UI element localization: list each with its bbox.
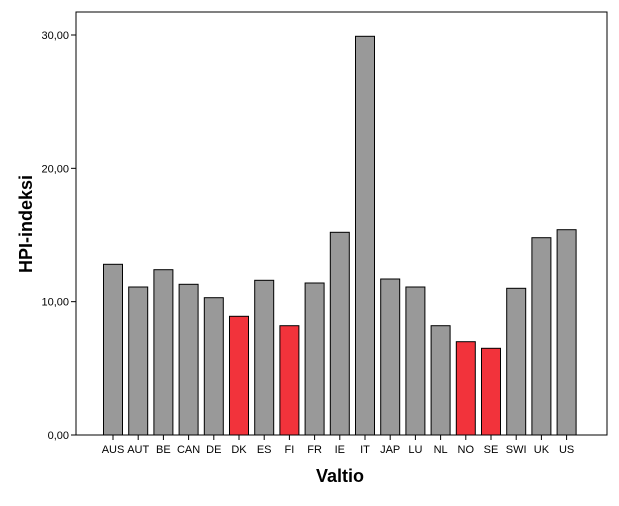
y-tick-label: 20,00 bbox=[41, 163, 69, 175]
bar-swi bbox=[506, 287, 527, 436]
bar-it bbox=[355, 35, 375, 436]
x-tick-label-nl: NL bbox=[434, 444, 448, 456]
y-axis-title: HPI-indeksi bbox=[16, 175, 36, 273]
y-tick-label: 0,00 bbox=[48, 430, 69, 442]
bar-es bbox=[254, 279, 275, 436]
bar-fr bbox=[304, 282, 325, 436]
x-axis: AUS AUT BE CAN DE DK ES FI FR IE IT JAP LU NL NO SE SWI U… bbox=[76, 434, 607, 456]
bar-ie bbox=[329, 231, 350, 436]
bar-jap bbox=[380, 278, 401, 436]
x-tick-label-ie: IE bbox=[335, 444, 345, 456]
x-tick-label-aut: AUT bbox=[127, 444, 149, 456]
x-tick-label-fi: FI bbox=[285, 444, 295, 456]
x-tick-label-jap: JAP bbox=[380, 444, 400, 456]
y-tick-label: 30,00 bbox=[41, 30, 69, 42]
bar-be bbox=[153, 269, 174, 436]
bar-aus bbox=[103, 263, 123, 436]
x-tick-label-dk: DK bbox=[231, 444, 247, 456]
x-tick-label-can: CAN bbox=[177, 444, 200, 456]
x-tick-label-uk: UK bbox=[534, 444, 550, 456]
x-tick-label-no: NO bbox=[458, 444, 475, 456]
x-tick-label-de: DE bbox=[206, 444, 221, 456]
bar-us bbox=[556, 229, 577, 436]
x-tick-label-it: IT bbox=[360, 444, 370, 456]
bar-nl bbox=[430, 325, 451, 436]
x-tick-label-us: US bbox=[559, 444, 574, 456]
x-tick-label-se: SE bbox=[484, 444, 499, 456]
x-tick-label-es: ES bbox=[257, 444, 272, 456]
x-tick-label-swi: SWI bbox=[506, 444, 527, 456]
bar-lu bbox=[405, 286, 426, 436]
x-tick-label-aus: AUS bbox=[102, 444, 125, 456]
bar-fi bbox=[279, 325, 300, 436]
x-axis-title: Valtio bbox=[316, 466, 364, 486]
bar-de bbox=[203, 297, 224, 436]
bar-can bbox=[178, 283, 199, 436]
y-tick-label: 10,00 bbox=[41, 297, 69, 309]
x-tick-label-fr: FR bbox=[307, 444, 322, 456]
x-tick-label-lu: LU bbox=[408, 444, 422, 456]
bar-dk bbox=[229, 315, 249, 436]
bar-aut bbox=[128, 286, 149, 436]
bar-uk bbox=[531, 237, 552, 436]
bar-se bbox=[481, 347, 501, 436]
x-tick-label-be: BE bbox=[156, 444, 171, 456]
bar-no bbox=[455, 341, 476, 436]
bars-group bbox=[103, 35, 577, 436]
y-axis: 0,00 10,00 20,00 30,00 bbox=[41, 12, 77, 442]
